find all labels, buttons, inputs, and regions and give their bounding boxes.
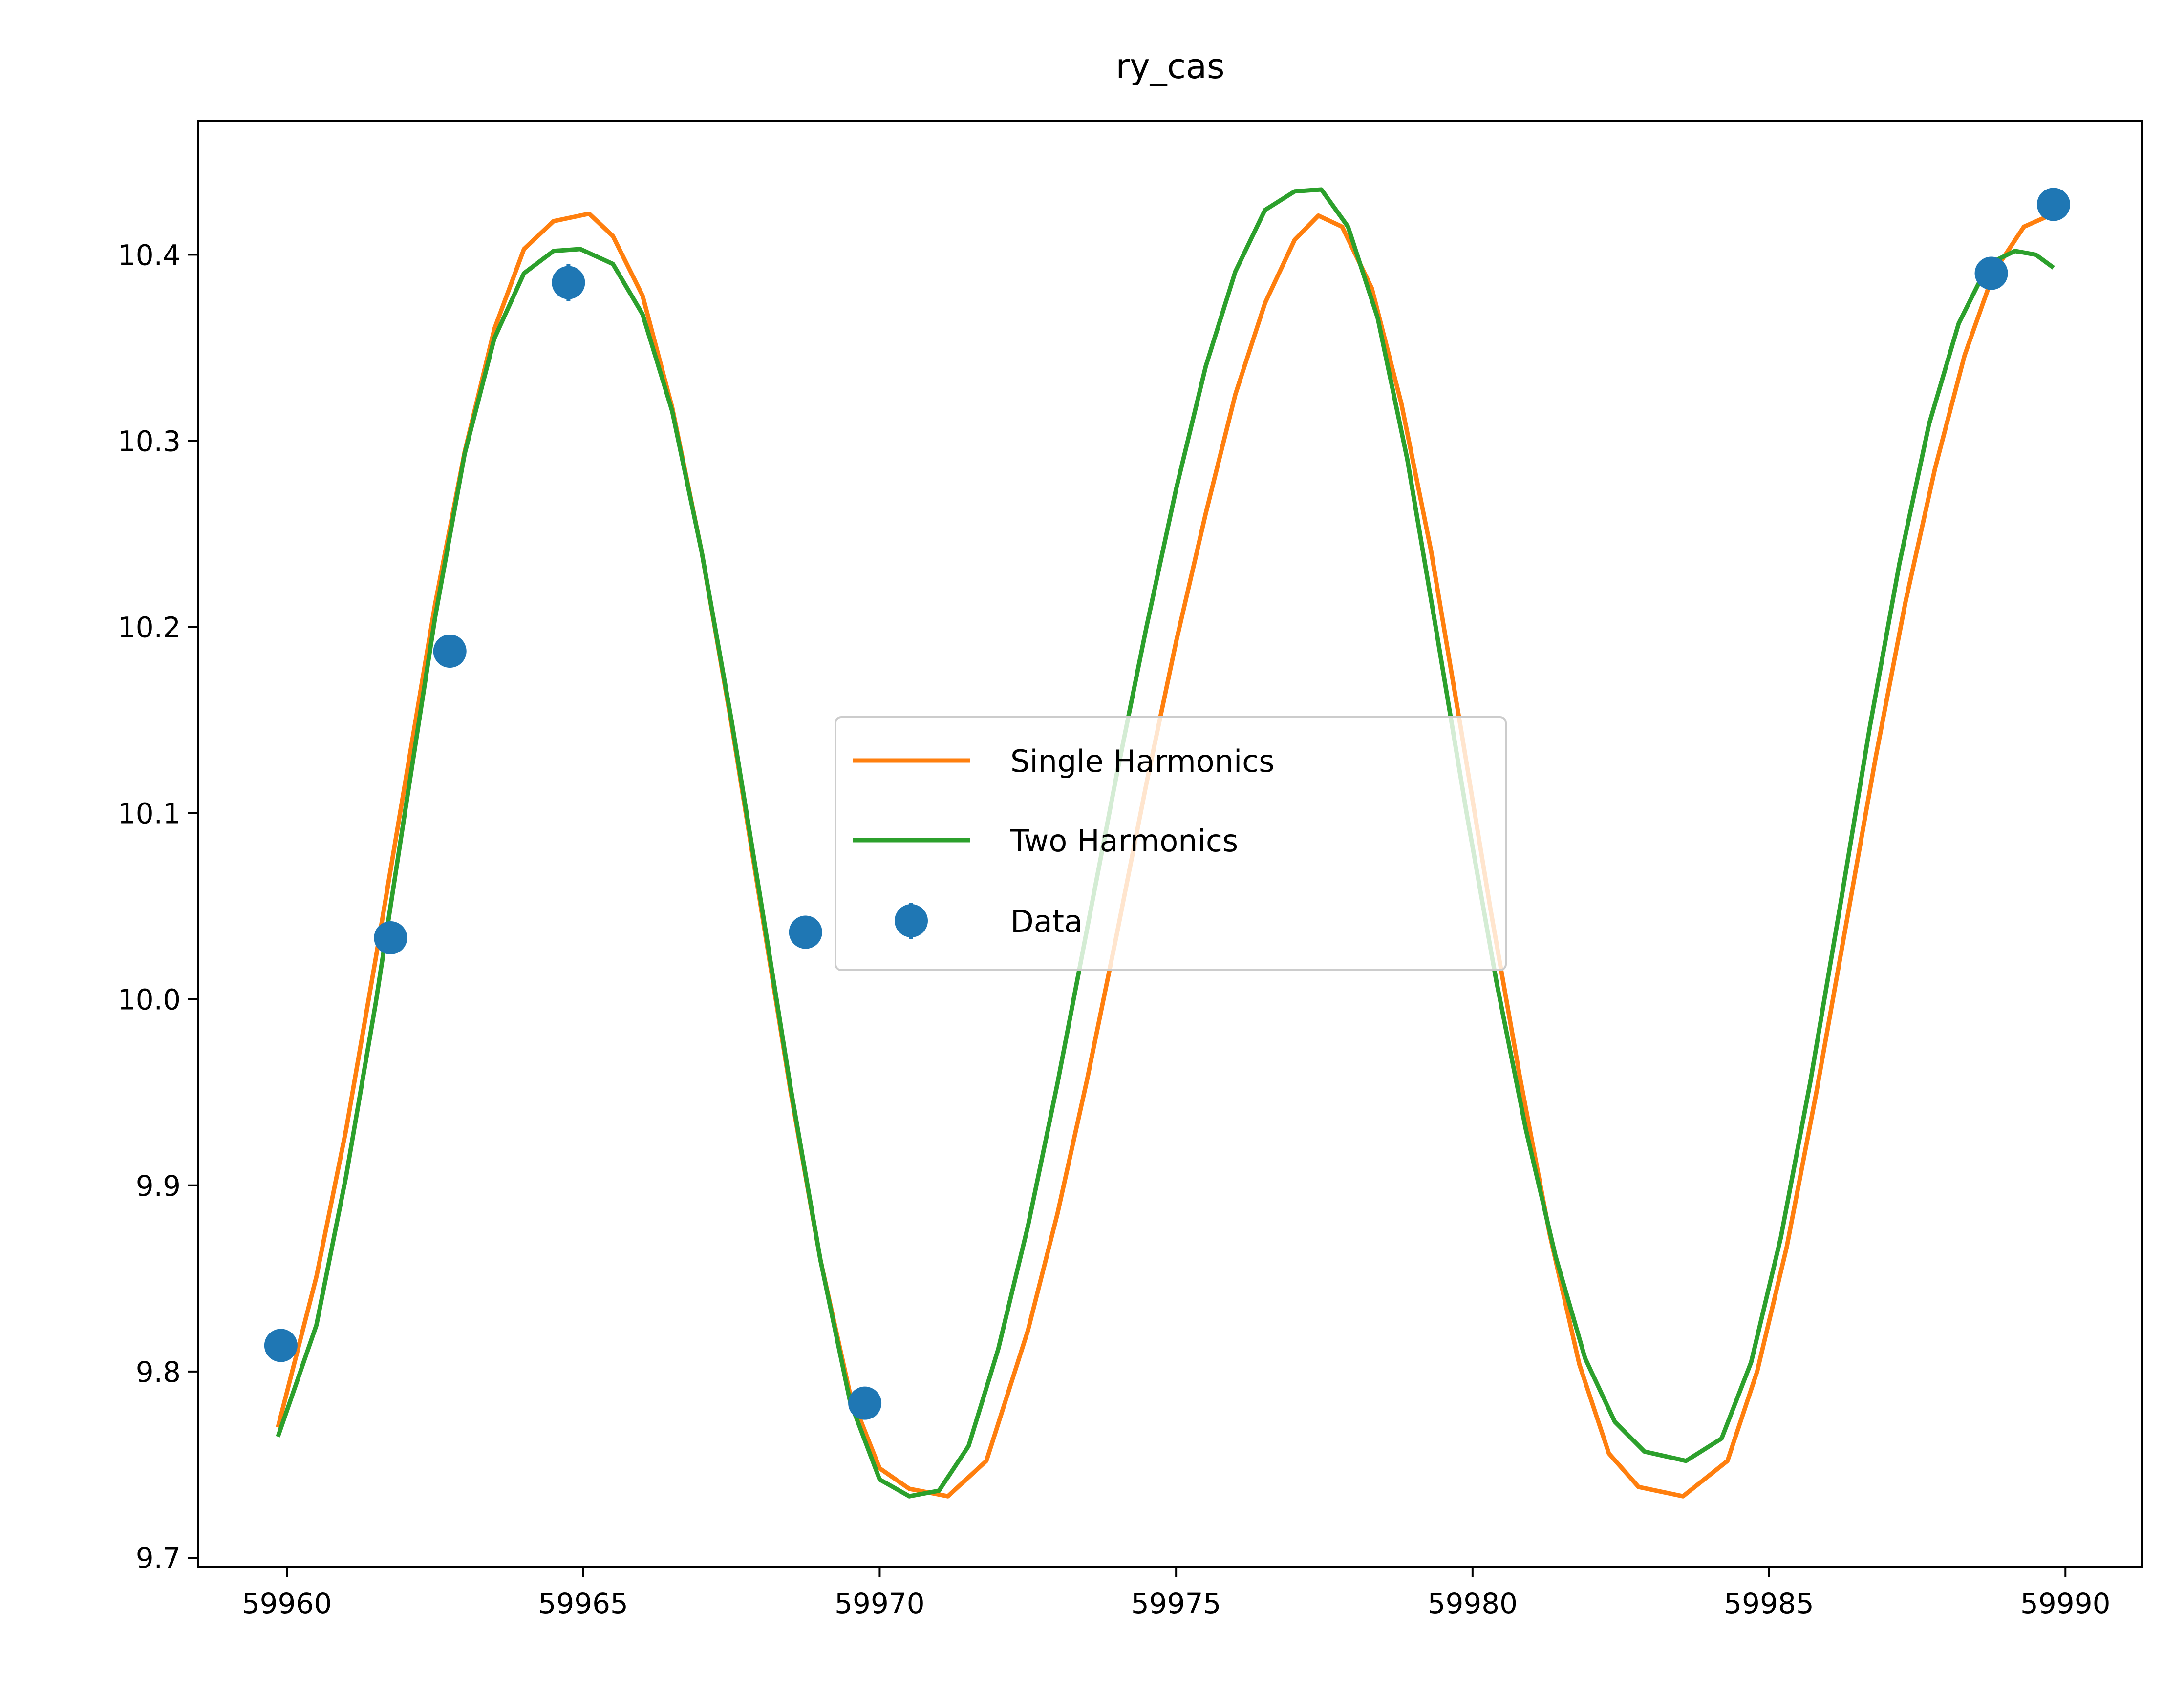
data-point [848, 1386, 882, 1420]
y-tick-label: 10.1 [118, 797, 181, 830]
series-layer [264, 187, 2070, 1499]
x-tick-label: 59970 [835, 1587, 925, 1620]
y-tick-label: 10.3 [118, 424, 181, 458]
legend-marker-data [895, 904, 928, 937]
plot-frame [197, 120, 2143, 1568]
y-tick-label: 9.8 [136, 1355, 181, 1389]
y-tick-label: 10.0 [118, 983, 181, 1016]
legend-label-single-harmonics: Single Harmonics [1010, 743, 1275, 779]
data-point [433, 635, 467, 668]
x-axis: 59960 59965 59970 59975 59980 59985 59990 [242, 1567, 2111, 1620]
data-point [264, 1329, 298, 1362]
x-tick-label: 59980 [1428, 1587, 1518, 1620]
x-tick-label: 59960 [242, 1587, 332, 1620]
y-tick-label: 9.7 [136, 1542, 181, 1575]
series-line-two-harmonics [276, 187, 2055, 1499]
legend-label-data: Data [1010, 904, 1083, 939]
data-point [1974, 256, 2008, 290]
data-point [374, 921, 407, 954]
x-tick-label: 59990 [2020, 1587, 2111, 1620]
y-tick-label: 9.9 [136, 1169, 181, 1203]
data-point [2036, 188, 2070, 221]
data-point [552, 266, 585, 299]
y-tick-label: 10.2 [118, 611, 181, 644]
legend-label-two-harmonics: Two Harmonics [1010, 823, 1238, 859]
x-tick-label: 59985 [1724, 1587, 1814, 1620]
y-tick-label: 10.4 [118, 238, 181, 272]
x-tick-label: 59975 [1131, 1587, 1221, 1620]
legend-box [835, 716, 1507, 971]
plot-area [197, 120, 2143, 1568]
series-line-single-harmonics [276, 212, 2055, 1499]
legend: Single Harmonics Two Harmonics Data [835, 716, 1507, 971]
y-axis: 9.7 9.8 9.9 10.0 10.1 10.2 10.3 10.4 [118, 238, 198, 1575]
chart-title: ry_cas [1115, 46, 1224, 86]
data-point [789, 915, 822, 949]
x-tick-label: 59965 [538, 1587, 628, 1620]
